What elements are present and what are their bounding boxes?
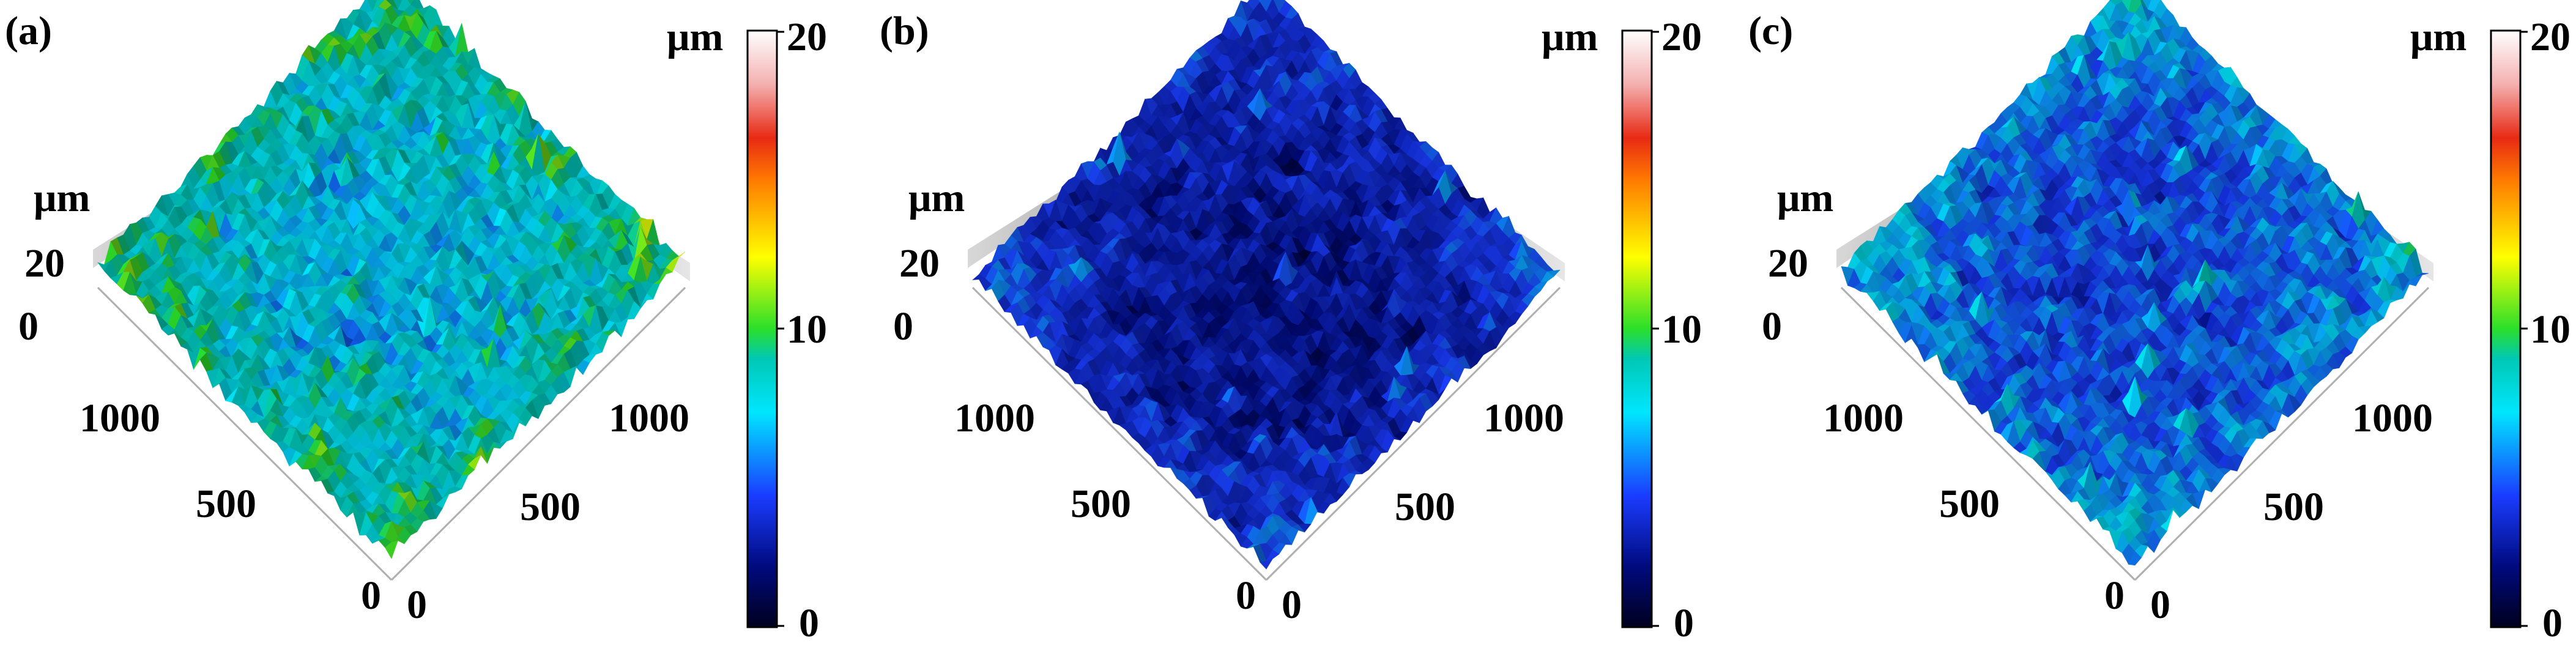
colorbar-scale (748, 31, 777, 627)
colorbar-tick-0: 0 (799, 601, 819, 645)
colorbar: μm 20 10 0 (667, 15, 827, 645)
panel-label: (a) (5, 9, 52, 53)
y-tick-500: 500 (1395, 485, 1455, 529)
surface (1841, 0, 2429, 565)
surface-plot (968, 0, 1565, 580)
x-tick-1000: 1000 (954, 396, 1035, 441)
z-axis-unit: μm (1777, 176, 1833, 220)
colorbar-unit: μm (1542, 15, 1598, 59)
colorbar-tick-20: 20 (1661, 15, 1702, 59)
x-tick-500: 500 (196, 482, 256, 526)
y-tick-1000: 1000 (609, 396, 689, 441)
z-tick-top: 20 (24, 241, 65, 286)
panel-c: (c) μm 20 0 1000 500 0 0 500 1000 μm 20 … (1748, 0, 2570, 645)
surface (973, 0, 1560, 569)
surface-plot (93, 0, 690, 580)
y-tick-0: 0 (1282, 582, 1302, 627)
colorbar-scale (1622, 31, 1652, 627)
panel-b: (b) μm 20 0 1000 500 0 0 500 1000 μm 20 … (880, 0, 1702, 645)
y-tick-500: 500 (520, 485, 581, 529)
x-tick-1000: 1000 (80, 396, 160, 441)
colorbar: μm 20 10 0 (1542, 15, 1702, 645)
x-tick-500: 500 (1071, 482, 1131, 526)
colorbar-tick-20: 20 (787, 15, 827, 59)
panel-label: (c) (1748, 9, 1793, 53)
surface (98, 0, 685, 559)
colorbar-tick-0: 0 (1674, 601, 1694, 645)
z-axis-unit: μm (908, 176, 965, 220)
z-tick-top: 20 (899, 241, 940, 286)
y-tick-0: 0 (407, 582, 427, 627)
x-tick-0: 0 (361, 573, 381, 618)
z-tick-bottom: 0 (18, 304, 39, 349)
z-axis-unit: μm (34, 176, 90, 220)
x-tick-0: 0 (1236, 573, 1256, 618)
surface-plot (1836, 0, 2433, 580)
z-tick-top: 20 (1768, 241, 1808, 286)
z-tick-bottom: 0 (1762, 304, 1782, 349)
panel-a: (a) μm 20 0 1000 500 0 0 500 1000 μm 20 … (5, 0, 827, 645)
colorbar-tick-10: 10 (1661, 307, 1702, 352)
colorbar-unit: μm (667, 15, 723, 59)
colorbar-tick-10: 10 (787, 307, 827, 352)
z-tick-bottom: 0 (893, 304, 913, 349)
panel-label: (b) (880, 9, 929, 53)
y-tick-1000: 1000 (1483, 396, 1564, 441)
